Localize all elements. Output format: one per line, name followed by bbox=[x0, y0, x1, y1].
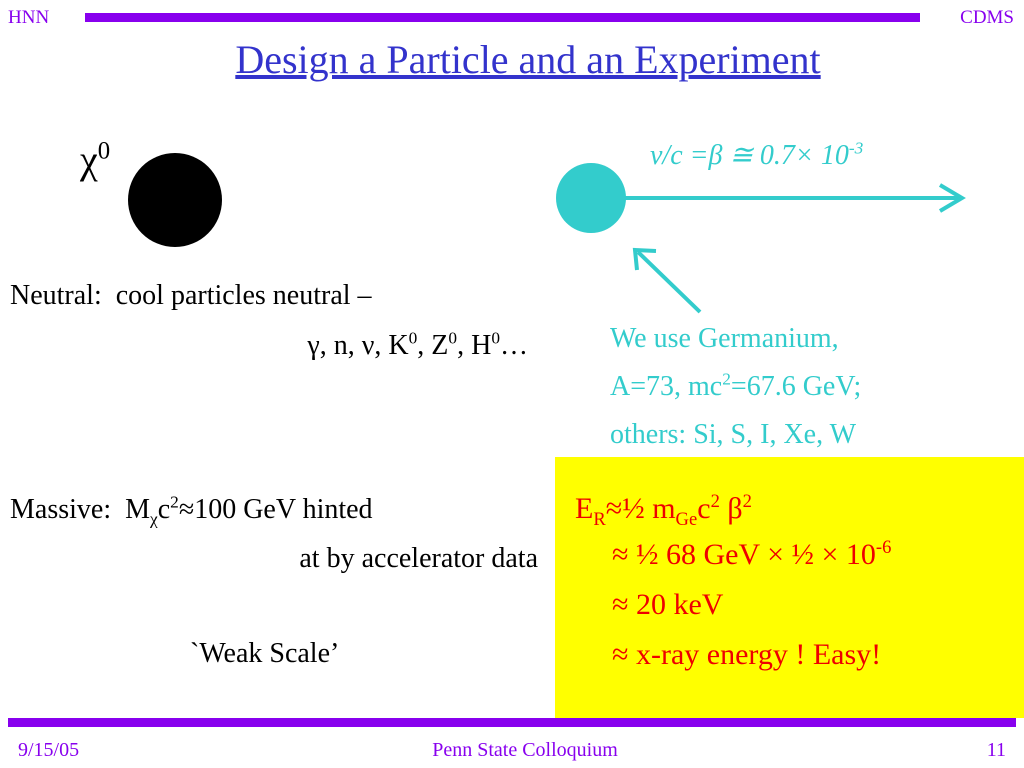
text-part: 0 bbox=[97, 137, 111, 165]
text-part: 2 bbox=[170, 492, 179, 512]
text-part: v/c =β ≅ 0.7× 10 bbox=[650, 140, 849, 171]
text-part: β bbox=[719, 492, 743, 525]
text-part: ≈ x-ray energy ! Easy! bbox=[612, 638, 882, 671]
weak-scale: `Weak Scale’ bbox=[190, 640, 339, 668]
text-part: =67.6 GeV; bbox=[730, 371, 862, 402]
neutral-line: Neutral: cool particles neutral – bbox=[10, 282, 372, 310]
text-part: E bbox=[575, 492, 594, 525]
particle-dot bbox=[128, 153, 222, 247]
text-part: ≈½ m bbox=[605, 492, 676, 525]
text-part: 2 bbox=[710, 491, 720, 512]
text-part: γ, n, ν, K bbox=[307, 330, 409, 361]
text-part: We use Germanium, bbox=[610, 323, 839, 354]
footer-page: 11 bbox=[986, 739, 1006, 761]
highlight-box bbox=[555, 457, 1024, 718]
energy-line: ≈ 20 keV bbox=[612, 590, 723, 620]
energy-line: ≈ x-ray energy ! Easy! bbox=[612, 640, 881, 670]
text-part: ≈ 20 keV bbox=[612, 588, 724, 621]
energy-line: ER≈½ mGec2 β2 bbox=[575, 491, 752, 529]
text-part: 0 bbox=[448, 328, 458, 348]
text-part: ≈100 GeV hinted bbox=[178, 494, 373, 525]
top-rule bbox=[85, 13, 920, 22]
text-part: Massive: M bbox=[10, 494, 150, 525]
text-part: 0 bbox=[408, 328, 418, 348]
header-right: CDMS bbox=[960, 7, 1014, 28]
text-part: Neutral: cool particles neutral – bbox=[10, 280, 372, 311]
target-dot bbox=[556, 163, 626, 233]
text-part: c bbox=[157, 494, 171, 525]
text-part: , Z bbox=[417, 330, 449, 361]
text-part: 0 bbox=[491, 328, 500, 348]
text-part: R bbox=[593, 509, 606, 530]
text-part: 2 bbox=[722, 369, 731, 389]
massive-line: at by accelerator data bbox=[299, 545, 538, 573]
text-part: A=73, mc bbox=[610, 371, 723, 402]
germanium-line: We use Germanium, bbox=[610, 325, 839, 353]
arrow-head bbox=[938, 183, 966, 213]
neutral-examples: γ, n, ν, K0, Z0, H0… bbox=[307, 328, 528, 361]
text-part: 2 bbox=[742, 491, 752, 512]
pointer-arrow bbox=[636, 250, 702, 314]
text-part: c bbox=[697, 492, 711, 525]
germanium-line: A=73, mc2=67.6 GeV; bbox=[610, 369, 862, 402]
text-part: -3 bbox=[848, 138, 864, 158]
text-part: -6 bbox=[875, 537, 892, 558]
text-part: Ge bbox=[675, 509, 698, 530]
text-part: … bbox=[500, 330, 528, 361]
text-part: `Weak Scale’ bbox=[190, 638, 340, 669]
header-left: HNN bbox=[8, 7, 50, 28]
particle-symbol: χ0 bbox=[80, 137, 111, 182]
text-part: χ bbox=[150, 509, 158, 529]
energy-line: ≈ ½ 68 GeV × ½ × 10-6 bbox=[612, 537, 892, 571]
bottom-rule bbox=[8, 718, 1016, 727]
massive-line: Massive: Mχc2≈100 GeV hinted bbox=[10, 492, 373, 527]
text-part: , H bbox=[457, 330, 492, 361]
text-part: others: Si, S, I, Xe, W bbox=[610, 419, 857, 450]
text-part: ≈ ½ 68 GeV × ½ × 10 bbox=[612, 538, 876, 571]
title: Design a Particle and an Experiment bbox=[235, 37, 821, 82]
velocity: v/c =β ≅ 0.7× 10-3 bbox=[650, 138, 864, 171]
footer-event: Penn State Colloquium bbox=[432, 739, 618, 761]
footer-date: 9/15/05 bbox=[18, 739, 80, 761]
text-part: χ bbox=[80, 137, 98, 182]
text-part: at by accelerator data bbox=[299, 543, 538, 574]
germanium-line: others: Si, S, I, Xe, W bbox=[610, 421, 856, 449]
pointer-head bbox=[632, 247, 657, 271]
